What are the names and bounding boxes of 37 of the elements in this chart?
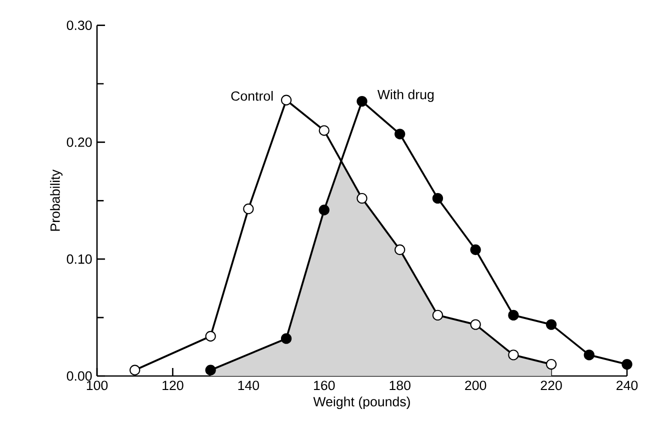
point [318, 125, 330, 136]
point [318, 204, 330, 216]
x-tick-label: 180 [390, 380, 410, 390]
point [394, 128, 406, 140]
series-label: Control [231, 90, 273, 101]
point [470, 244, 481, 256]
point [243, 204, 254, 214]
point [205, 364, 216, 376]
x-tick-label: 140 [238, 380, 260, 390]
point [356, 96, 368, 107]
point [394, 244, 406, 256]
y-tick-label: 0.10 [66, 254, 92, 264]
x-tick-label: 220 [540, 380, 562, 390]
y-tick-label: 0.30 [66, 20, 92, 30]
x-tick-label: 120 [162, 380, 184, 390]
x-tick-label: 160 [314, 380, 335, 390]
x-tick-label: 240 [616, 380, 638, 390]
y-tick-label: 0.00 [66, 371, 92, 381]
point [280, 94, 292, 106]
point [432, 192, 444, 204]
x-tick-label: 100 [86, 380, 108, 390]
series-label: With drug [377, 89, 434, 102]
point [546, 358, 557, 370]
x-tick-label: 200 [465, 380, 486, 390]
point [356, 192, 368, 204]
point [508, 310, 519, 321]
point [205, 330, 216, 342]
point [470, 319, 481, 330]
point [546, 319, 557, 330]
point [508, 350, 519, 360]
point [130, 364, 140, 376]
y-axis-title: Probability [50, 170, 63, 231]
point [584, 350, 594, 360]
y-tick-label: 0.20 [66, 137, 92, 147]
point [432, 310, 444, 321]
x-axis-title: Weight (pounds) [313, 396, 410, 410]
point [280, 333, 292, 344]
